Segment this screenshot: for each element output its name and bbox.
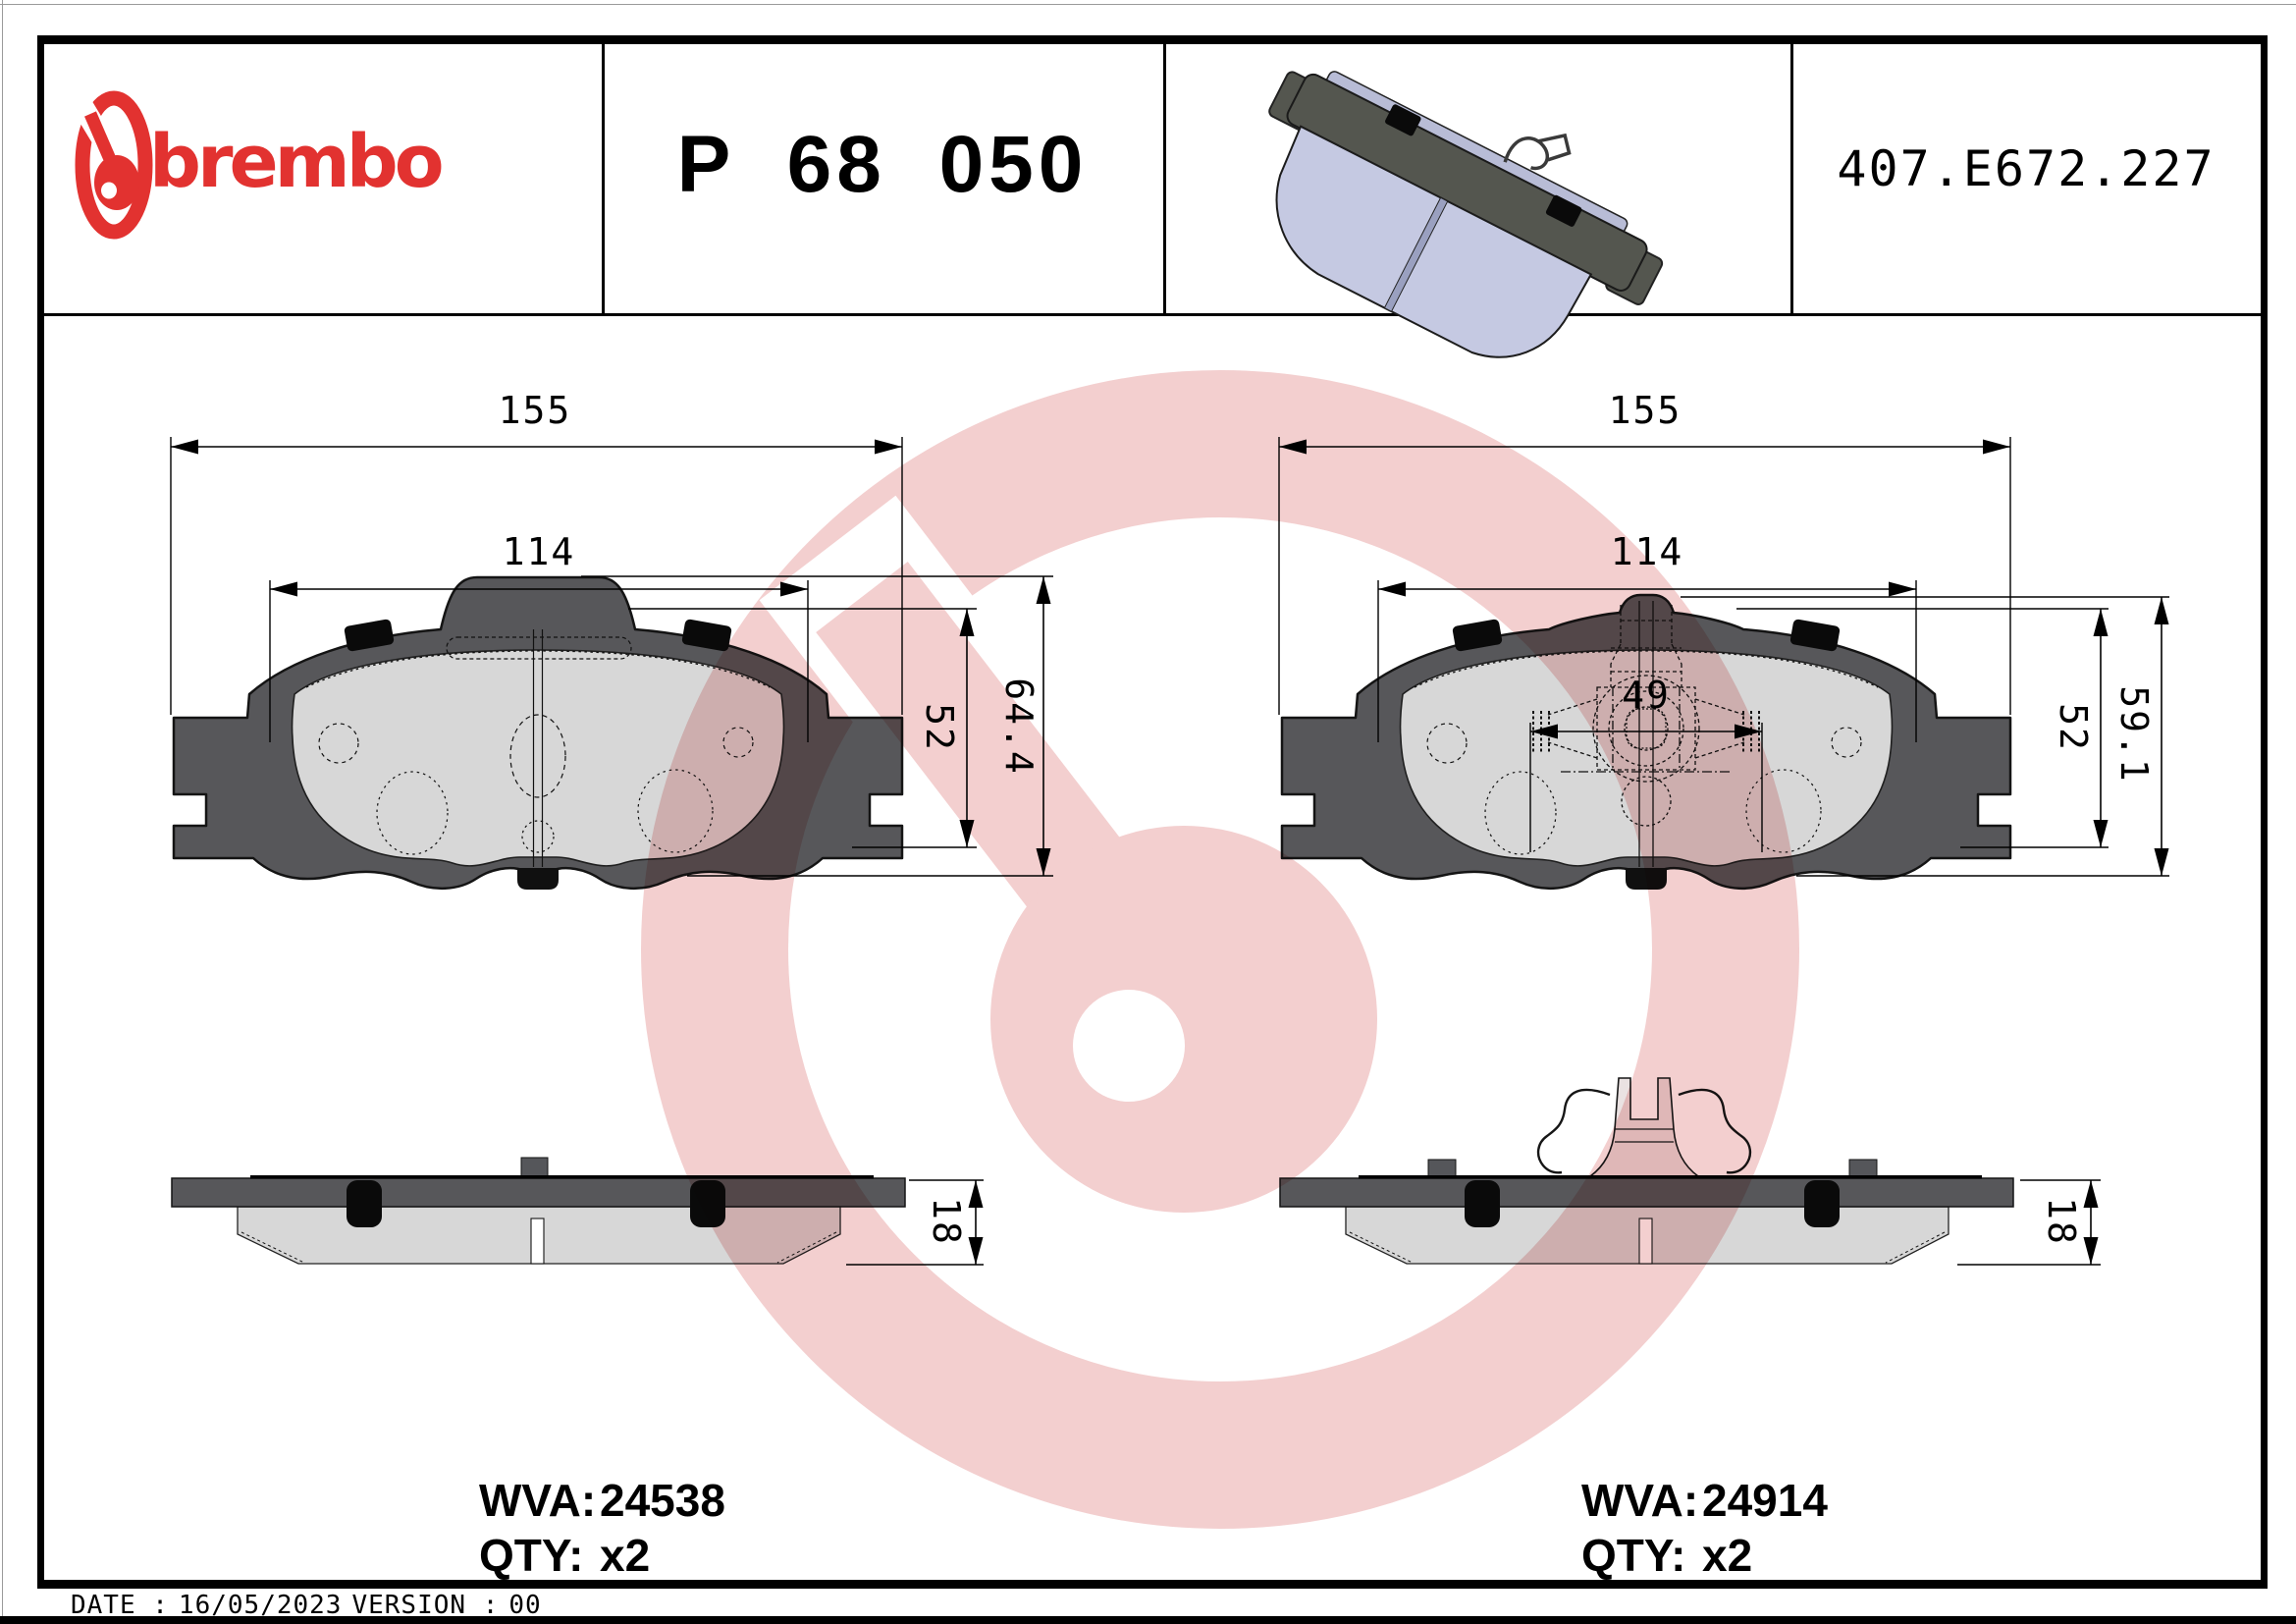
wva-block-left: WVA:24538 QTY: x2 [479,1475,725,1585]
dim-right-sensor-span: 49 [1622,674,1671,717]
version-label: VERSION : [351,1591,500,1620]
wva-label: WVA: [1581,1475,1699,1526]
dim-left-pad-width: 114 [502,530,576,573]
date-value: 16/05/2023 [178,1591,343,1620]
scan-edge-top [0,4,2296,5]
frame-border-top [37,35,2268,44]
wva-block-right: WVA:24914 QTY: x2 [1581,1475,1828,1585]
qty-value: x2 [1702,1530,1753,1581]
dim-left-pad-height: 52 [918,703,961,752]
reference-number: 407.E672.227 [1837,140,2216,197]
brembo-wordmark: brembo [149,120,445,204]
dim-right-pad-height: 52 [2052,703,2095,752]
header-divider-1 [602,44,605,313]
scan-edge-left [2,0,3,1624]
qty-label: QTY: [1581,1530,1686,1581]
footer-revision-line: DATE : 16/05/2023 VERSION : 00 [71,1591,552,1620]
header-divider-2 [1163,44,1166,313]
dim-right-overall-width: 155 [1608,389,1682,432]
qty-value: x2 [600,1530,651,1581]
header-divider-3 [1790,44,1793,313]
front-view-left [170,437,1053,890]
dim-left-overall-width: 155 [498,389,572,432]
side-view-right [1279,1077,2101,1266]
header-separator [44,313,2261,316]
frame-border-right [2261,35,2268,1589]
frame-border-left [37,35,44,1589]
date-label: DATE : [71,1591,169,1620]
wva-label: WVA: [479,1475,597,1526]
product-photo-3d [1268,71,1664,358]
side-view-left [171,1157,984,1266]
part-number: P 68 050 [676,120,1089,209]
scan-edge-bottom [0,1616,2296,1624]
dim-right-overall-height: 59.1 [2112,685,2156,784]
qty-label: QTY: [479,1530,584,1581]
dim-right-thickness: 18 [2040,1197,2083,1246]
dim-left-thickness: 18 [925,1197,968,1246]
brembo-logo-icon [69,90,153,240]
dim-right-pad-width: 114 [1610,530,1684,573]
dim-left-overall-height: 64.4 [997,677,1041,776]
version-value: 00 [508,1591,542,1620]
wva-value: 24538 [600,1475,725,1526]
frame-border-bottom [37,1580,2268,1589]
front-view-right [1278,437,2169,890]
wva-value: 24914 [1702,1475,1828,1526]
